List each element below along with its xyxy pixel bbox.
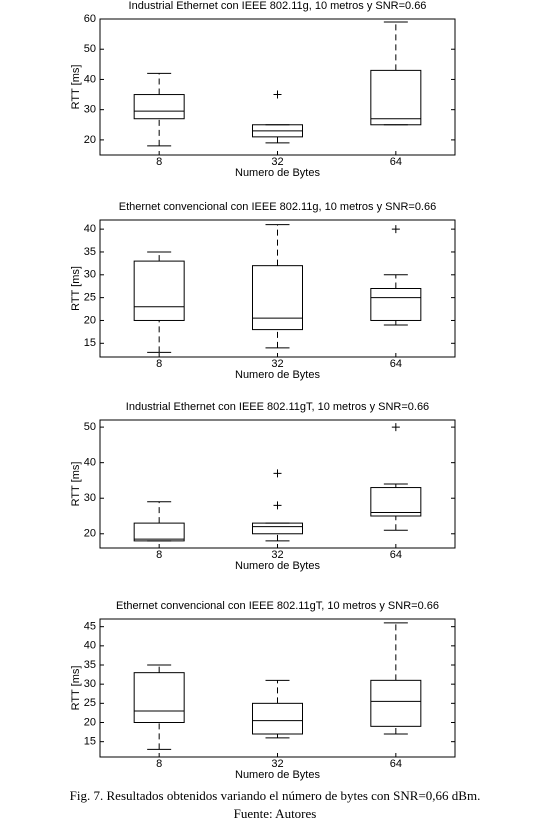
- plot-area: [99, 18, 456, 156]
- y-tick-label: 15: [84, 337, 96, 349]
- x-tick-label: 32: [271, 358, 283, 370]
- box: [370, 679, 422, 727]
- box: [133, 94, 185, 120]
- box: [133, 522, 185, 542]
- y-axis-label: RTT [ms]: [70, 666, 82, 711]
- box: [370, 487, 422, 517]
- y-tick-label: 20: [84, 134, 96, 146]
- outlier: [273, 90, 282, 99]
- y-tick-label: 50: [84, 421, 96, 433]
- x-tick-label: 32: [271, 549, 283, 561]
- y-tick-label: 20: [84, 314, 96, 326]
- y-tick-label: 30: [84, 678, 96, 690]
- y-tick-label: 25: [84, 292, 96, 304]
- x-tick-label: 8: [156, 758, 162, 770]
- y-tick-label: 40: [84, 457, 96, 469]
- outlier: [273, 469, 282, 478]
- y-tick-label: 25: [84, 697, 96, 709]
- y-tick-label: 15: [84, 736, 96, 748]
- y-tick-label: 20: [84, 528, 96, 540]
- y-tick-label: 20: [84, 716, 96, 728]
- x-tick-label: 8: [156, 156, 162, 168]
- y-tick-label: 35: [84, 659, 96, 671]
- y-axis-label: RTT [ms]: [70, 462, 82, 507]
- y-tick-label: 45: [84, 621, 96, 633]
- x-tick-label: 64: [390, 758, 402, 770]
- x-axis-label: Numero de Bytes: [235, 769, 320, 781]
- outlier: [391, 225, 400, 234]
- x-tick-label: 32: [271, 758, 283, 770]
- x-axis-label: Numero de Bytes: [235, 560, 320, 572]
- box: [133, 672, 185, 724]
- outlier: [391, 423, 400, 432]
- y-tick-label: 40: [84, 73, 96, 85]
- chart-title: Ethernet convencional con IEEE 802.11gT,…: [116, 600, 439, 612]
- chart-title: Industrial Ethernet con IEEE 802.11g, 10…: [129, 0, 427, 12]
- x-tick-label: 8: [156, 549, 162, 561]
- box: [133, 260, 185, 321]
- y-tick-label: 60: [84, 13, 96, 25]
- y-tick-label: 30: [84, 104, 96, 116]
- y-tick-label: 40: [84, 223, 96, 235]
- chart-title: Ethernet convencional con IEEE 802.11g, …: [119, 201, 436, 213]
- y-tick-label: 50: [84, 43, 96, 55]
- box: [252, 522, 303, 535]
- x-tick-label: 64: [390, 358, 402, 370]
- y-tick-label: 40: [84, 640, 96, 652]
- caption: Fig. 7. Resultados obtenidos variando el…: [70, 788, 481, 803]
- chart-title: Industrial Ethernet con IEEE 802.11gT, 1…: [126, 401, 429, 413]
- y-tick-label: 35: [84, 246, 96, 258]
- box: [252, 265, 303, 331]
- box: [370, 69, 422, 126]
- box: [370, 288, 422, 321]
- y-tick-label: 30: [84, 269, 96, 281]
- y-axis-label: RTT [ms]: [70, 266, 82, 311]
- x-tick-label: 64: [390, 549, 402, 561]
- y-axis-label: RTT [ms]: [70, 65, 82, 110]
- box: [252, 702, 303, 735]
- x-tick-label: 8: [156, 358, 162, 370]
- x-axis-label: Numero de Bytes: [235, 369, 320, 381]
- y-tick-label: 30: [84, 492, 96, 504]
- x-tick-label: 32: [271, 156, 283, 168]
- source: Fuente: Autores: [234, 806, 317, 821]
- x-axis-label: Numero de Bytes: [235, 167, 320, 179]
- x-tick-label: 64: [390, 156, 402, 168]
- outlier: [273, 501, 282, 510]
